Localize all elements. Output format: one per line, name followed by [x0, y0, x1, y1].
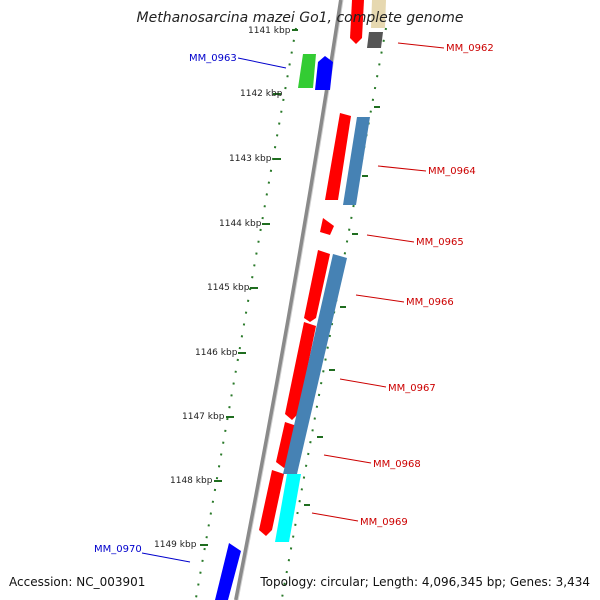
- gene-feature-cyan: [275, 474, 301, 542]
- leader-line: [339, 378, 387, 388]
- kbp-label: 1144 kbp: [219, 219, 262, 229]
- gene-feature-blue: [315, 56, 333, 90]
- features-top: [350, 0, 386, 48]
- gene-label-mm0965: MM_0965: [416, 237, 464, 248]
- gene-feature-red: [276, 422, 297, 468]
- leader-line: [366, 234, 415, 243]
- gene-feature-red: [350, 0, 364, 44]
- gene-feature-steel: [343, 117, 370, 205]
- gene-label-mm0967: MM_0967: [388, 383, 436, 394]
- kbp-label: 1147 kbp: [182, 412, 225, 422]
- gene-labels: MM_0963 MM_0962 MM_0964 MM_0965 MM_0966 …: [94, 43, 494, 555]
- gene-label-mm0964: MM_0964: [428, 166, 476, 177]
- leader-line: [141, 552, 191, 563]
- leader-line: [311, 512, 359, 522]
- kbp-label: 1141 kbp: [248, 26, 291, 36]
- features-mm0963: [298, 54, 333, 90]
- gene-feature-red: [285, 322, 316, 420]
- leader-line: [323, 454, 372, 464]
- gene-feature-red: [304, 250, 330, 322]
- features-mm0966-0969: [259, 250, 347, 542]
- gene-feature-gray: [367, 32, 383, 48]
- leader-line: [237, 57, 287, 69]
- leader-line: [355, 294, 405, 303]
- kbp-label: 1142 kbp: [240, 89, 283, 99]
- gene-label-mm0962: MM_0962: [446, 43, 494, 54]
- leader-lines: [141, 42, 445, 563]
- kbp-labels: 1141 kbp 1142 kbp 1143 kbp 1144 kbp 1145…: [154, 26, 291, 550]
- gene-feature-blue: [215, 543, 241, 600]
- gene-feature-green: [298, 54, 316, 88]
- gene-label-mm0968: MM_0968: [373, 459, 421, 470]
- gene-feature-red: [325, 113, 351, 200]
- topology-text: Topology: circular; Length: 4,096,345 bp…: [259, 575, 590, 589]
- kbp-label: 1143 kbp: [229, 154, 272, 164]
- kbp-label: 1146 kbp: [195, 348, 238, 358]
- kbp-ticks: [200, 29, 380, 546]
- kbp-label: 1148 kbp: [170, 476, 213, 486]
- gene-label-mm0969: MM_0969: [360, 517, 408, 528]
- left-dotted-guide: [195, 27, 297, 599]
- gene-feature-red: [320, 218, 334, 235]
- kbp-label: 1145 kbp: [207, 283, 250, 293]
- gene-label-mm0963: MM_0963: [189, 53, 237, 64]
- gene-feature-steel: [283, 254, 347, 474]
- gene-label-mm0966: MM_0966: [406, 297, 454, 308]
- leader-line: [397, 42, 445, 49]
- kbp-label: 1149 kbp: [154, 540, 197, 550]
- map-title: Methanosarcina mazei Go1, complete genom…: [137, 10, 464, 26]
- gene-label-mm0970: MM_0970: [94, 544, 142, 555]
- accession-text: Accession: NC_003901: [9, 575, 145, 589]
- leader-line: [377, 165, 427, 172]
- gene-feature-red: [259, 470, 284, 536]
- gene-feature-tan: [371, 0, 386, 28]
- features-mm0964: [325, 113, 370, 205]
